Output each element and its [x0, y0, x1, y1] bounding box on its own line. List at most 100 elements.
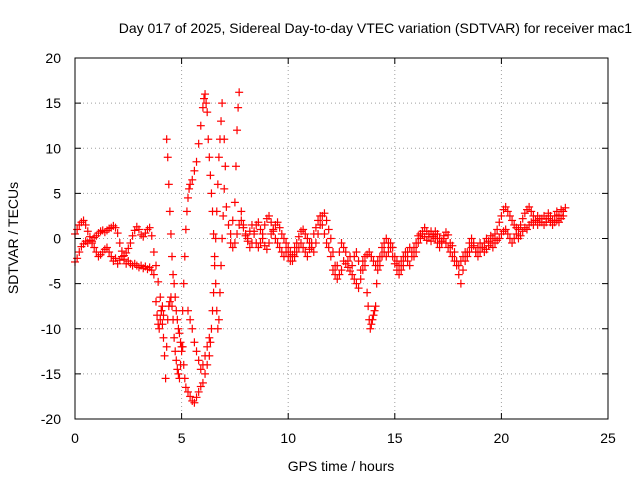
- data-point: [271, 234, 280, 243]
- data-point: [322, 216, 331, 225]
- data-point: [233, 229, 242, 238]
- data-point: [204, 135, 213, 144]
- data-point: [520, 209, 529, 218]
- data-point: [111, 223, 120, 232]
- data-point: [367, 252, 376, 261]
- data-point: [162, 135, 171, 144]
- data-point: [324, 243, 333, 252]
- data-point: [372, 279, 381, 288]
- data-point: [384, 248, 393, 257]
- data-point: [171, 293, 180, 302]
- data-point: [444, 243, 453, 252]
- data-point: [73, 225, 82, 234]
- data-point: [180, 252, 189, 261]
- data-series-sdtvar: [71, 88, 570, 407]
- data-point: [83, 227, 92, 236]
- data-point: [420, 223, 429, 232]
- data-point: [90, 243, 99, 252]
- data-point: [299, 225, 308, 234]
- data-point: [217, 261, 226, 270]
- data-point: [160, 351, 169, 360]
- data-point: [518, 214, 527, 223]
- data-point: [172, 356, 181, 365]
- data-point: [341, 248, 350, 257]
- data-point: [239, 223, 248, 232]
- data-point: [206, 338, 215, 347]
- data-point: [180, 374, 189, 383]
- data-point: [348, 270, 357, 279]
- data-point: [122, 248, 131, 257]
- data-point: [495, 218, 504, 227]
- data-point: [182, 207, 191, 216]
- data-point: [512, 229, 521, 238]
- data-point: [173, 315, 182, 324]
- data-point: [366, 324, 375, 333]
- data-point: [386, 243, 395, 252]
- data-point: [237, 207, 246, 216]
- data-point: [275, 223, 284, 232]
- data-point: [192, 393, 201, 402]
- y-tick-label: 0: [53, 231, 61, 247]
- data-point: [231, 162, 240, 171]
- data-point: [201, 351, 210, 360]
- data-point: [373, 257, 382, 266]
- data-point: [243, 237, 252, 246]
- data-point: [307, 239, 316, 248]
- data-point: [113, 229, 122, 238]
- data-point: [174, 369, 183, 378]
- x-tick-label: 15: [387, 430, 403, 446]
- data-point: [412, 248, 421, 257]
- data-point: [469, 241, 478, 250]
- data-point: [214, 315, 223, 324]
- data-point: [209, 229, 218, 238]
- data-point: [73, 254, 82, 263]
- data-point: [384, 239, 393, 248]
- data-point: [269, 225, 278, 234]
- data-point: [213, 324, 222, 333]
- data-point: [331, 270, 340, 279]
- data-point: [401, 252, 410, 261]
- data-point: [516, 220, 525, 229]
- x-tick-label: 25: [600, 430, 616, 446]
- data-point: [220, 184, 229, 193]
- data-point: [221, 162, 230, 171]
- data-point: [292, 248, 301, 257]
- data-point: [145, 223, 154, 232]
- data-point: [352, 279, 361, 288]
- data-point: [170, 279, 179, 288]
- data-point: [241, 231, 250, 240]
- data-point: [107, 252, 116, 261]
- data-point: [159, 333, 168, 342]
- data-point: [508, 239, 517, 248]
- data-point: [235, 88, 244, 97]
- data-point: [326, 234, 335, 243]
- data-point: [446, 248, 455, 257]
- data-point: [559, 211, 568, 220]
- data-point: [497, 211, 506, 220]
- data-point: [139, 232, 148, 241]
- data-point: [467, 234, 476, 243]
- data-point: [350, 252, 359, 261]
- data-point: [190, 398, 199, 407]
- data-point: [168, 252, 177, 261]
- data-point: [305, 245, 314, 254]
- data-point: [435, 243, 444, 252]
- data-point: [529, 220, 538, 229]
- data-point: [311, 223, 320, 232]
- data-point: [157, 306, 166, 315]
- data-point: [192, 157, 201, 166]
- data-point: [163, 153, 172, 162]
- data-point: [165, 207, 174, 216]
- data-point: [120, 255, 129, 264]
- data-point: [397, 266, 406, 275]
- data-point: [488, 243, 497, 252]
- data-point: [183, 387, 192, 396]
- data-point: [207, 189, 216, 198]
- data-point: [224, 220, 233, 229]
- data-point: [230, 239, 239, 248]
- data-point: [75, 248, 84, 257]
- data-point: [203, 108, 212, 117]
- data-point: [245, 243, 254, 252]
- data-point: [186, 180, 195, 189]
- data-point: [299, 243, 308, 252]
